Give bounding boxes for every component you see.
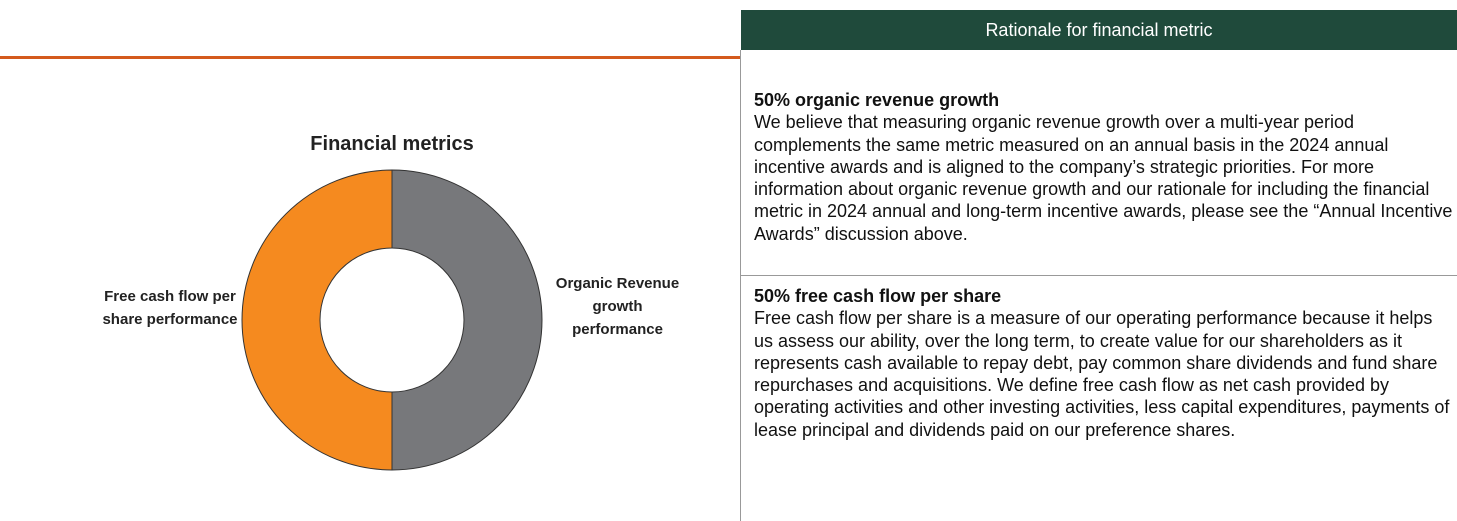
border [741,275,1457,276]
rule [0,56,740,59]
chart-title: Financial metrics [310,133,474,155]
table-header: Rationale for financial metric [741,10,1457,50]
border [740,50,741,521]
slice-label: Free cash flow per share performance [102,288,238,328]
row-heading: 50% organic revenue growth [754,90,1000,110]
slice [241,169,393,471]
row: 50% organic revenue growth We believe th… [754,89,1454,245]
row: 50% free cash flow per share Free cash f… [754,285,1454,441]
slice [391,169,543,471]
slice-label: Organic Revenue growth performance [555,275,680,338]
row-body: Free cash flow per share is a measure of… [754,308,1450,440]
row-body: We believe that measuring organic revenu… [754,112,1453,244]
chart [241,169,543,471]
row-heading: 50% free cash flow per share [754,286,1002,306]
